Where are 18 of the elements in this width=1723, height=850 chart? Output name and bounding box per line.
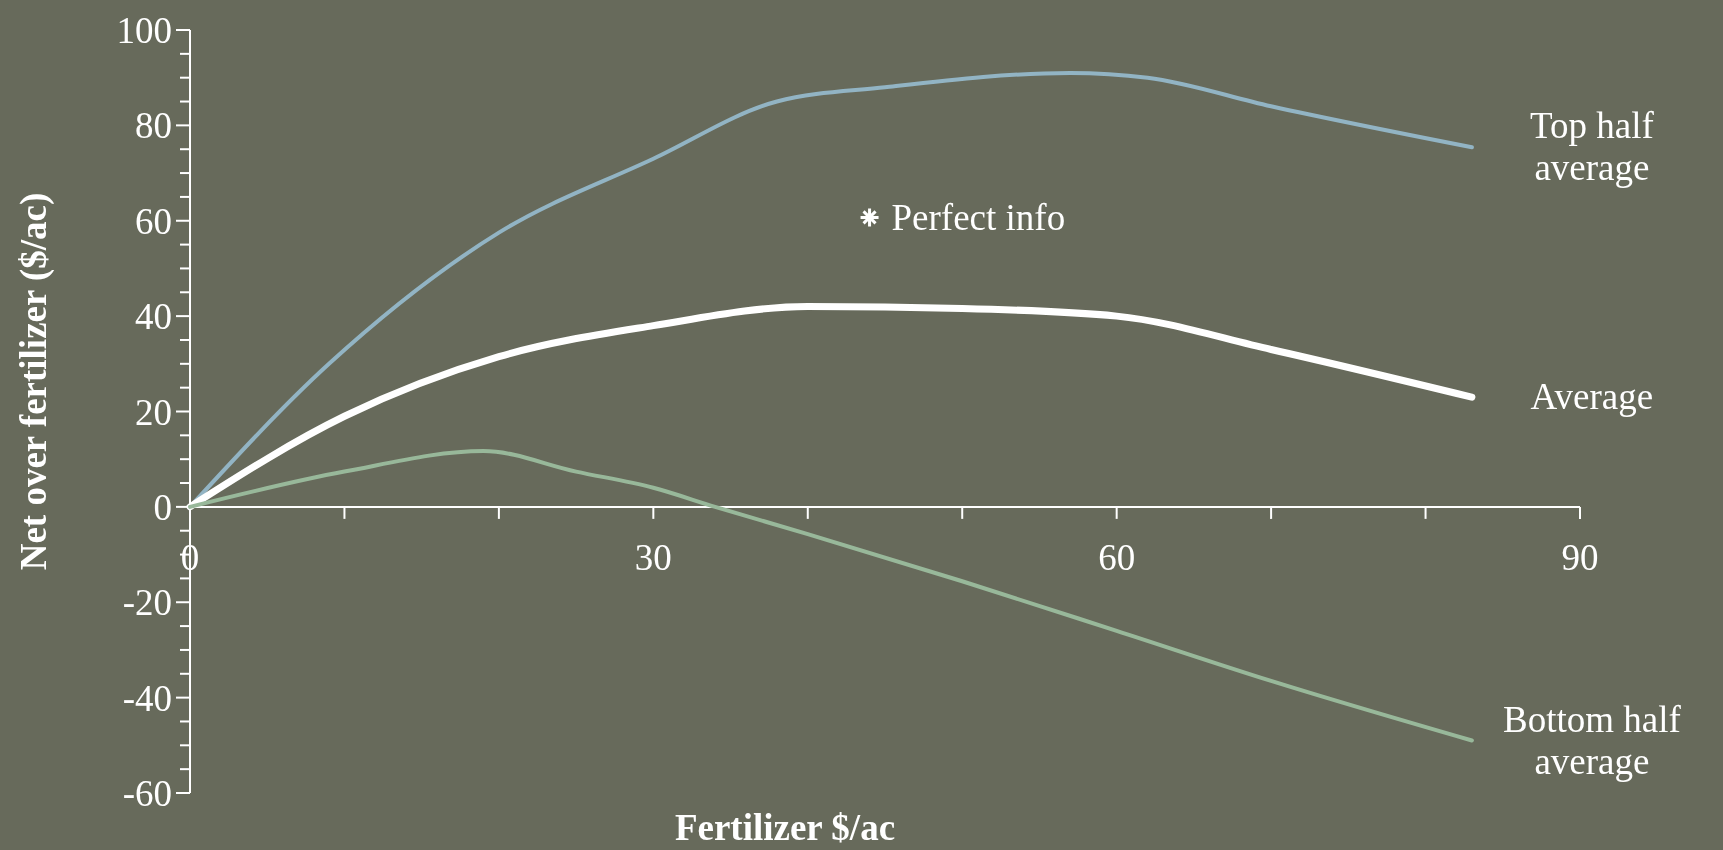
series-label: Perfect info bbox=[891, 197, 1066, 239]
y-tick-label: 0 bbox=[153, 486, 172, 528]
series-label: Bottom half average bbox=[1502, 698, 1682, 782]
y-axis-title: Net over fertilizer ($/ac) bbox=[13, 192, 55, 571]
series-label: Average bbox=[1530, 376, 1654, 418]
y-tick-label: 20 bbox=[135, 391, 172, 433]
x-axis-title: Fertilizer $/ac bbox=[674, 807, 896, 848]
y-tick-label: -20 bbox=[122, 582, 172, 624]
y-tick-label: -60 bbox=[122, 773, 172, 814]
x-tick-label: 90 bbox=[1561, 536, 1599, 578]
y-tick-label: -40 bbox=[122, 677, 172, 719]
y-tick-label: 40 bbox=[135, 296, 172, 338]
x-tick-label: 60 bbox=[1098, 536, 1136, 578]
y-tick-label: 60 bbox=[135, 200, 172, 242]
y-tick-label: 80 bbox=[135, 105, 172, 147]
series-label: Top half average bbox=[1529, 105, 1655, 189]
x-tick-label: 30 bbox=[634, 536, 672, 578]
y-tick-label: 100 bbox=[116, 10, 172, 51]
